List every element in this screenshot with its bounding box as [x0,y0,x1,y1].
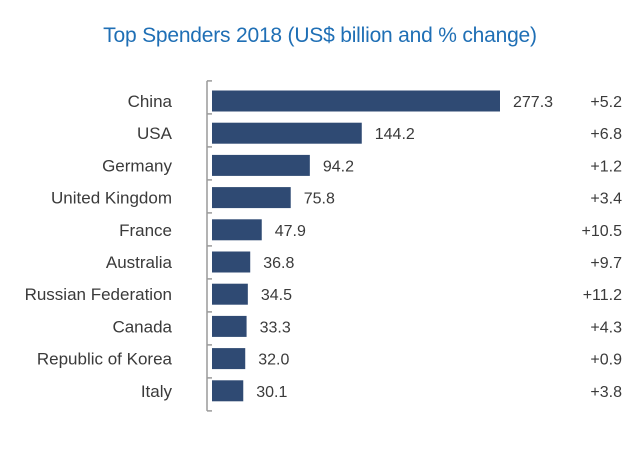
bars [212,90,500,402]
category-label: Italy [141,382,173,401]
chart-title: Top Spenders 2018 (US$ billion and % cha… [103,24,537,47]
bar [212,90,500,112]
category-label: China [128,92,173,111]
change-label: +5.2 [590,94,622,111]
bar [212,380,244,402]
change-label: +3.8 [590,384,622,401]
change-label: +3.4 [590,191,622,208]
change-label: +11.2 [583,287,622,304]
value-label: 32.0 [258,352,289,369]
category-label: Australia [106,253,173,272]
value-label: 144.2 [375,126,415,143]
value-label: 36.8 [263,255,294,272]
change-label: +4.3 [590,319,622,336]
category-label: Germany [102,156,172,175]
value-label: 33.3 [260,319,291,336]
value-label: 75.8 [304,191,335,208]
change-label: +9.7 [590,255,622,272]
change-label: +1.2 [590,158,622,175]
value-label: 94.2 [323,158,354,175]
category-label: Russian Federation [25,285,172,304]
change-label: +10.5 [582,223,623,240]
category-label: USA [137,124,173,143]
bar [212,283,248,305]
bar [212,122,362,144]
category-label: France [119,221,172,240]
labels: China 277.3 +5.2 USA 144.2 +6.8 Germany 94.2 +1.… [25,92,623,401]
category-label: Canada [112,317,172,336]
bar [212,315,247,337]
change-label: +0.9 [590,352,622,369]
category-label: Republic of Korea [37,350,173,369]
value-label: 34.5 [261,287,292,304]
bar [212,251,251,273]
bar [212,187,291,209]
category-label: United Kingdom [51,189,172,208]
value-label: 30.1 [256,384,287,401]
bar [212,154,310,176]
bar [212,348,246,370]
change-label: +6.8 [590,126,622,143]
value-label: 47.9 [275,223,306,240]
value-label: 277.3 [513,94,553,111]
bar [212,219,262,241]
y-axis [206,80,212,412]
